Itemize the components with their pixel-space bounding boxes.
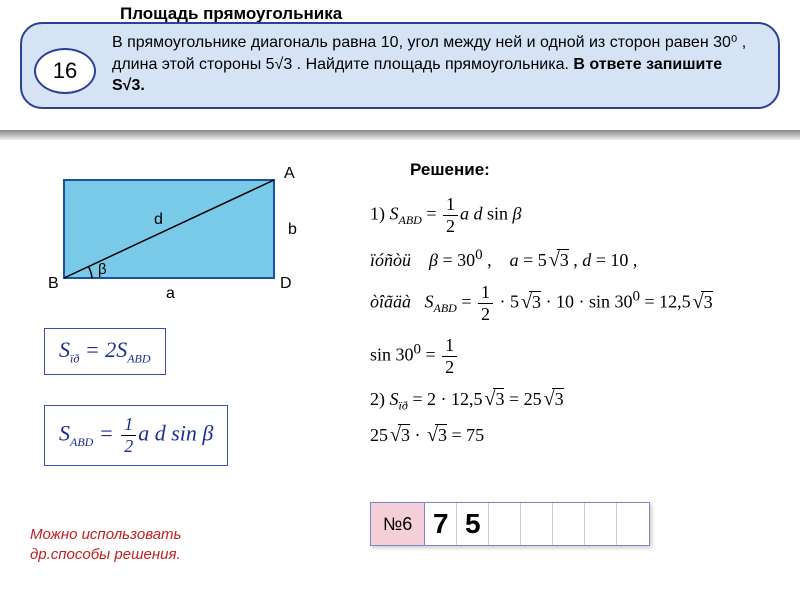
solution-line-1: 1) SABD = 12a d sin β (370, 194, 713, 237)
label-b: b (288, 221, 297, 238)
divider-shadow (0, 130, 800, 140)
solution-column: Решение: 1) SABD = 12a d sin β ïóñòü β =… (370, 160, 713, 457)
label-d: d (154, 211, 163, 228)
solution-line-3: òîãäà SABD = 12 · 5√3 · 10 · sin 300 = 1… (370, 282, 713, 325)
formula-box-2: SABD = 12a d sin β (44, 405, 228, 466)
task-number-badge: 16 (34, 48, 96, 94)
problem-text: В прямоугольнике диагональ равна 10, уго… (112, 32, 758, 97)
solution-line-4: sin 300 = 12 (370, 335, 713, 378)
answer-cell-3[interactable] (489, 503, 521, 545)
answer-cell-2[interactable]: 5 (457, 503, 489, 545)
rectangle-diagram: A B D a b d β (44, 160, 324, 310)
solution-title: Решение: (410, 160, 713, 180)
solution-line-6: 25√3 · √3 = 75 (370, 424, 713, 447)
label-D: D (280, 275, 292, 292)
page-title: Площадь прямоугольника (120, 4, 342, 24)
diagram-column: A B D a b d β Sïð = 2SABD SABD = 12a d s… (44, 160, 324, 466)
label-A: A (284, 165, 295, 182)
label-a: a (166, 285, 175, 302)
label-beta: β (98, 261, 107, 278)
problem-header: В прямоугольнике диагональ равна 10, уго… (20, 22, 780, 109)
answer-label: №6 (371, 503, 425, 545)
answer-box: №6 7 5 (370, 502, 650, 546)
answer-cell-4[interactable] (521, 503, 553, 545)
answer-cell-5[interactable] (553, 503, 585, 545)
answer-cell-7[interactable] (617, 503, 649, 545)
solution-line-5: 2) Sïð = 2 · 12,5√3 = 25√3 (370, 388, 713, 414)
label-B: B (48, 275, 59, 292)
answer-cell-6[interactable] (585, 503, 617, 545)
formula-box-1: Sïð = 2SABD (44, 328, 166, 375)
solution-line-2: ïóñòü β = 300 , a = 5√3 , d = 10 , (370, 247, 713, 272)
answer-cell-1[interactable]: 7 (425, 503, 457, 545)
method-note: Можно использоватьдр.способы решения. (30, 525, 181, 564)
